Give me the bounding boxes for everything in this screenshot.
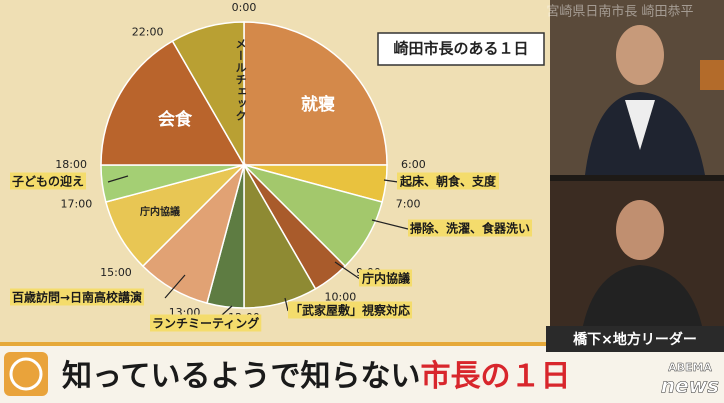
pie: 0:006:007:009:0010:0012:0013:0015:0017:0…	[10, 1, 533, 332]
time-label: 15:00	[100, 266, 132, 279]
caption: 知っているようで知らない市長の１日	[62, 359, 571, 394]
title-box	[377, 32, 545, 66]
slice-label: 子どもの迎え	[12, 174, 84, 189]
pie-slice	[100, 40, 246, 166]
slice-label-bg	[150, 314, 262, 332]
pie-slice	[171, 21, 245, 168]
slice-label-bg	[397, 172, 500, 190]
slice-label: 会食	[158, 109, 193, 130]
slice-label: 庁内協議	[361, 271, 410, 286]
caption-band	[0, 342, 724, 403]
slice-label: 就寝	[301, 94, 335, 115]
corner-tag-box	[546, 326, 724, 352]
slice-label: 百歳訪問→日南高校講演	[12, 290, 142, 305]
time-label: 17:00	[61, 198, 93, 211]
slice-label-bg	[10, 172, 87, 190]
slice-label: 起床、朝食、支度	[399, 174, 497, 189]
slice-label: ランチミーティング	[152, 316, 259, 331]
slice-label-bg	[10, 288, 145, 306]
leader-line	[284, 297, 289, 312]
slice-label: メールチェック	[234, 38, 247, 122]
leader-line	[371, 219, 409, 230]
logo-bottom: news	[661, 374, 719, 398]
leader-line	[334, 261, 361, 280]
leader-line	[107, 175, 129, 183]
caption-accent: 市長の１日	[421, 359, 571, 394]
slice-label-bg	[288, 301, 413, 319]
time-label: 0:00	[232, 1, 257, 14]
time-label: 6:00	[401, 158, 426, 171]
chart-title: 崎田市長のある１日	[393, 40, 528, 58]
time-label: 22:00	[132, 25, 164, 38]
time-label: 18:00	[55, 158, 87, 171]
corner-tag: 橋下×地方リーダー	[573, 331, 697, 348]
slice-label: 「武家屋敷」視察対応	[290, 303, 410, 318]
slice-label: 庁内協議	[139, 205, 180, 218]
leader-line	[164, 274, 186, 299]
slice-label-bg	[408, 219, 533, 237]
video-panel	[550, 0, 724, 342]
time-label: 7:00	[396, 198, 421, 211]
slice-label: 掃除、洗濯、食器洗い	[410, 221, 530, 236]
slice-label-bg	[359, 269, 413, 287]
logo-top: ABEMA	[668, 361, 712, 374]
caption-main: 知っているようで知らない	[62, 359, 421, 394]
pie-slice	[243, 21, 388, 166]
time-label: 10:00	[325, 291, 357, 304]
leader-line	[383, 179, 399, 183]
watermark: 宮崎県日南市長 崎田恭平	[546, 4, 693, 20]
